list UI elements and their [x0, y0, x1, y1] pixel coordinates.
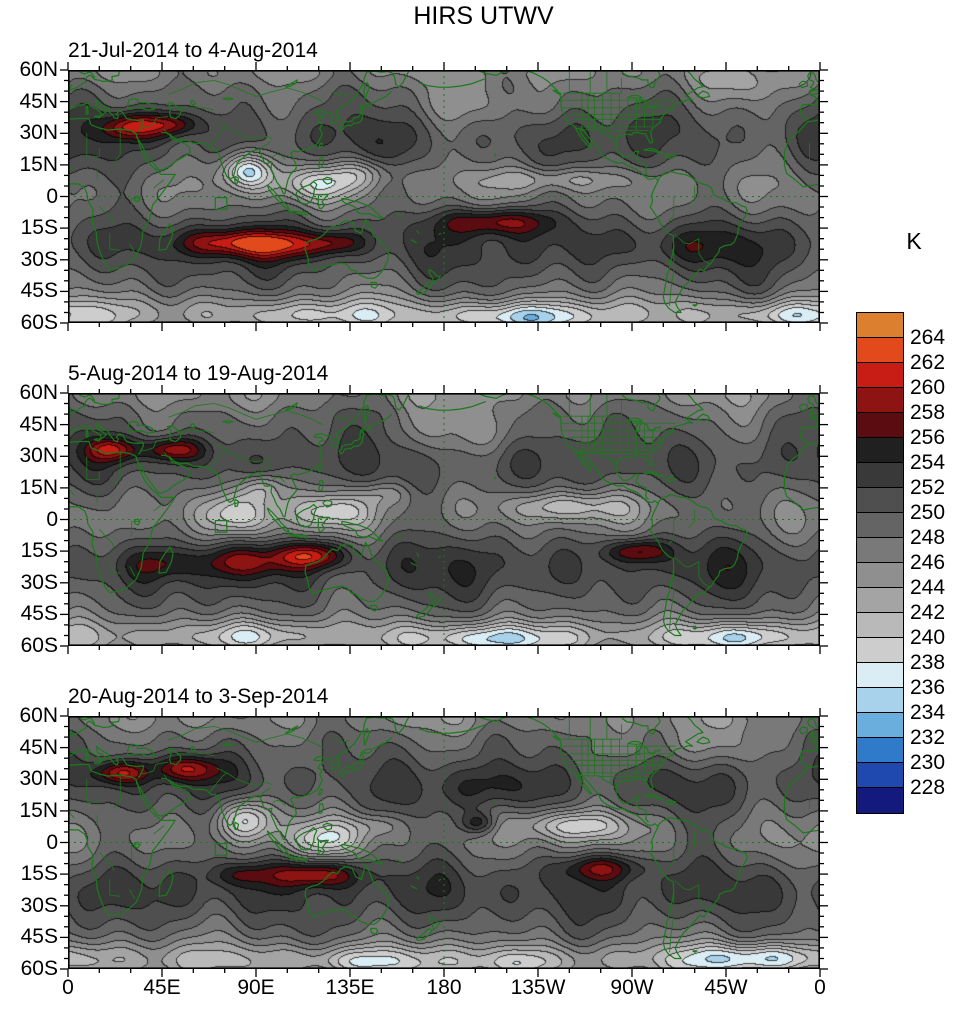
colorbar-tick-label: 228	[910, 776, 946, 799]
lat-tick-label: 30N	[19, 767, 58, 791]
lon-tick-label: 90W	[610, 976, 654, 999]
colorbar-cell	[857, 663, 903, 688]
colorbar-tick-label: 246	[910, 551, 946, 574]
colorbar-cell	[857, 738, 903, 763]
colorbar-cell	[857, 638, 903, 663]
lon-tick-label: 135E	[325, 976, 375, 999]
lat-tick-label: 15S	[20, 539, 58, 563]
lat-tick-label: 0	[46, 830, 58, 854]
lat-tick-label: 0	[46, 184, 58, 208]
panel-subtitle: 21-Jul-2014 to 4-Aug-2014	[68, 39, 318, 62]
map-panel-2: 5-Aug-2014 to 19-Aug-2014 60N 45N 30N 15N 0 1…	[0, 362, 967, 657]
colorbar-cell	[857, 588, 903, 613]
map-panel-1: 21-Jul-2014 to 4-Aug-2014 60N 45N 30N 15N 0 1…	[0, 39, 967, 334]
colorbar-tick-label: 242	[910, 601, 946, 624]
lat-tick-label: 60S	[20, 957, 58, 980]
lat-tick-label: 60S	[20, 634, 58, 657]
lat-tick-label: 60N	[19, 58, 58, 81]
map-area	[60, 62, 828, 331]
lat-tick-label: 30S	[20, 247, 58, 271]
colorbar-cell	[857, 488, 903, 513]
lat-tick-label: 15N	[19, 798, 58, 822]
colorbar-cell	[857, 313, 903, 338]
colorbar-cell	[857, 613, 903, 638]
colorbar-cell	[857, 688, 903, 713]
lon-tick-label: 45W	[704, 976, 748, 999]
colorbar-tick-label: 262	[910, 351, 946, 374]
lat-tick-label: 30S	[20, 570, 58, 594]
lat-tick-label: 45S	[20, 602, 58, 626]
colorbar-tick-label: 254	[910, 451, 946, 474]
colorbar-cell	[857, 788, 903, 813]
map-area	[60, 385, 828, 654]
colorbar-cell	[857, 413, 903, 438]
lon-axis-labels: 0 45E 90E 135E 180 135W 90W 45W 0	[62, 976, 826, 1004]
colorbar-cell	[857, 388, 903, 413]
colorbar-tick-label: 248	[910, 526, 946, 549]
lat-tick-label: 45S	[20, 925, 58, 949]
lat-tick-label: 15N	[19, 475, 58, 499]
colorbar-cell	[857, 363, 903, 388]
map-panel-3: 20-Aug-2014 to 3-Sep-2014 60N 45N 30N 15N 0 1…	[0, 685, 967, 980]
colorbar-tick-label: 232	[910, 726, 946, 749]
colorbar-cell	[857, 538, 903, 563]
colorbar-tick-label: 260	[910, 376, 946, 399]
lon-tick-label: 45E	[143, 976, 181, 999]
lon-tick-label: 135W	[510, 976, 566, 999]
colorbar	[856, 312, 904, 814]
colorbar-cell	[857, 463, 903, 488]
lat-tick-label: 30N	[19, 121, 58, 145]
lat-tick-label: 45N	[19, 89, 58, 113]
colorbar-tick-label: 244	[910, 576, 946, 599]
lat-tick-label: 60N	[19, 704, 58, 727]
lat-tick-label: 0	[46, 507, 58, 531]
colorbar-cell	[857, 563, 903, 588]
map-area	[60, 708, 828, 977]
lon-tick-label: 0	[62, 976, 74, 999]
lon-tick-label: 90E	[237, 976, 275, 999]
colorbar-tick-label: 264	[910, 326, 946, 349]
colorbar-cell	[857, 513, 903, 538]
panel-subtitle: 20-Aug-2014 to 3-Sep-2014	[68, 685, 329, 708]
lat-tick-label: 45N	[19, 412, 58, 436]
lat-tick-label: 60S	[20, 311, 58, 334]
map-overlay	[60, 62, 828, 331]
colorbar-cell	[857, 438, 903, 463]
lat-tick-label: 15S	[20, 216, 58, 240]
lat-tick-label: 45N	[19, 735, 58, 759]
colorbar-tick-label: 250	[910, 501, 946, 524]
colorbar-tick-label: 236	[910, 676, 946, 699]
figure-title: HIRS UTWV	[413, 2, 554, 30]
lon-tick-label: 180	[426, 976, 462, 999]
colorbar-tick-label: 252	[910, 476, 946, 499]
map-overlay	[60, 385, 828, 654]
colorbar-tick-label: 240	[910, 626, 946, 649]
lat-tick-label: 45S	[20, 279, 58, 303]
colorbar-cell	[857, 763, 903, 788]
lon-tick-label: 0	[814, 976, 826, 999]
panel-subtitle: 5-Aug-2014 to 19-Aug-2014	[68, 362, 329, 385]
colorbar-unit-label: K	[906, 228, 922, 254]
colorbar-cell	[857, 713, 903, 738]
lat-tick-label: 30N	[19, 444, 58, 468]
colorbar-tick-label: 238	[910, 651, 946, 674]
colorbar-tick-label: 256	[910, 426, 946, 449]
colorbar-tick-label: 230	[910, 751, 946, 774]
lat-tick-label: 30S	[20, 893, 58, 917]
lat-tick-label: 15S	[20, 862, 58, 886]
colorbar-tick-label: 234	[910, 701, 946, 724]
map-overlay	[60, 708, 828, 977]
colorbar-tick-label: 258	[910, 401, 946, 424]
colorbar-cell	[857, 338, 903, 363]
lat-tick-label: 15N	[19, 152, 58, 176]
lat-tick-label: 60N	[19, 381, 58, 404]
